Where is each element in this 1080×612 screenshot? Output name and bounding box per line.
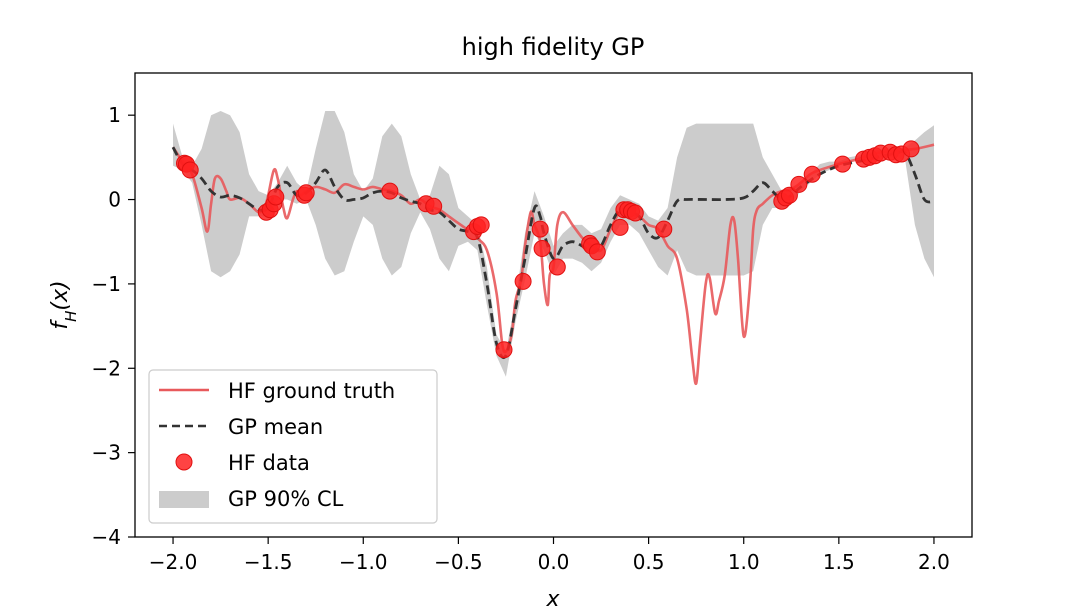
hf-data-point bbox=[588, 243, 606, 261]
legend-label-hf-data: HF data bbox=[228, 451, 310, 475]
chart-title: high fidelity GP bbox=[462, 33, 645, 61]
y-label-arg: (x) bbox=[48, 280, 73, 310]
legend-box bbox=[148, 369, 438, 524]
x-tick-label: 1.5 bbox=[823, 550, 855, 574]
hf-data-point bbox=[514, 272, 532, 290]
y-tick-label: −1 bbox=[92, 272, 121, 296]
legend-ci-swatch bbox=[159, 491, 209, 508]
legend-label-ci: GP 90% CL bbox=[228, 487, 344, 511]
x-tick-label: −1.5 bbox=[244, 550, 293, 574]
x-axis-ticks: −2.0 −1.5 −1.0 −0.5 0.0 0.5 1.0 1.5 2.0 bbox=[149, 537, 950, 574]
hf-data-point bbox=[495, 341, 513, 359]
hf-data-point bbox=[626, 204, 644, 222]
hf-data-point bbox=[297, 184, 315, 202]
plot-area bbox=[171, 111, 935, 386]
y-axis-ticks: −4 −3 −2 −1 0 1 bbox=[92, 103, 135, 549]
legend-label-gp-mean: GP mean bbox=[228, 415, 323, 439]
hf-data-point bbox=[381, 182, 399, 200]
y-label-sub: H bbox=[62, 311, 80, 322]
y-tick-label: −3 bbox=[92, 441, 121, 465]
x-tick-label: 2.0 bbox=[918, 550, 950, 574]
x-axis-label: x bbox=[545, 587, 560, 612]
y-tick-label: −2 bbox=[92, 356, 121, 380]
hf-data-point bbox=[790, 175, 808, 193]
gp-mean-line bbox=[171, 146, 935, 360]
hf-data-point bbox=[425, 197, 443, 215]
hf-data-point bbox=[834, 155, 852, 173]
legend-hf-data-swatch bbox=[175, 453, 193, 471]
x-tick-label: −0.5 bbox=[434, 550, 483, 574]
hf-data-point bbox=[902, 140, 920, 158]
x-tick-label: −2.0 bbox=[149, 550, 198, 574]
hf-data-point bbox=[548, 258, 566, 276]
hf-data-point bbox=[803, 165, 821, 183]
hf-data-point bbox=[611, 218, 629, 236]
hf-data-point bbox=[531, 220, 549, 238]
hf-data-point bbox=[181, 161, 199, 179]
hf-data-point bbox=[780, 186, 798, 204]
confidence-band bbox=[173, 111, 934, 377]
hf-data-point bbox=[472, 216, 490, 234]
x-tick-label: 0.0 bbox=[538, 550, 570, 574]
hf-data-point bbox=[533, 240, 551, 257]
legend: HF ground truth GP mean HF data GP 90% C… bbox=[148, 369, 438, 524]
y-tick-label: −4 bbox=[92, 525, 121, 549]
y-axis-label: fH(x) bbox=[48, 280, 80, 329]
y-tick-label: 0 bbox=[108, 188, 121, 212]
x-tick-label: 1.0 bbox=[728, 550, 760, 574]
hf-data-point bbox=[267, 188, 285, 206]
legend-label-hf: HF ground truth bbox=[228, 379, 395, 403]
x-tick-label: 0.5 bbox=[633, 550, 665, 574]
x-tick-label: −1.0 bbox=[339, 550, 388, 574]
y-tick-label: 1 bbox=[108, 103, 121, 127]
y-label-base: f bbox=[48, 319, 73, 330]
hf-data-points bbox=[176, 140, 920, 359]
hf-data-point bbox=[655, 220, 673, 238]
